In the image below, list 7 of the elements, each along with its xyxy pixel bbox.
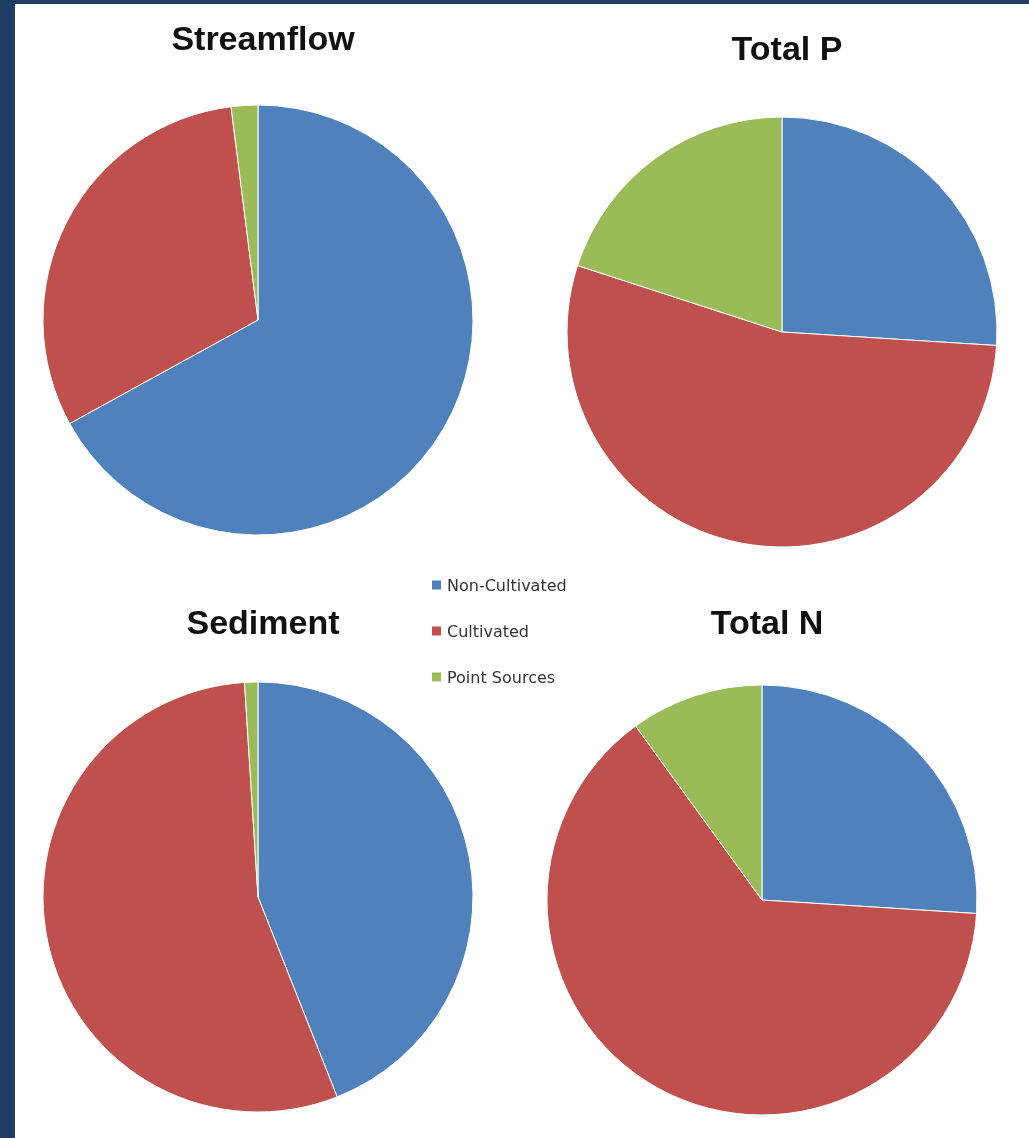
chart-title: Streamflow: [171, 19, 356, 57]
legend-label: Point Sources: [447, 667, 556, 687]
chart-title: Total N: [710, 603, 824, 641]
legend-label: Cultivated: [447, 621, 530, 641]
legend-label: Non-Cultivated: [447, 575, 567, 595]
text: Sediment: [186, 603, 340, 641]
chart-title: Total P: [731, 29, 843, 67]
